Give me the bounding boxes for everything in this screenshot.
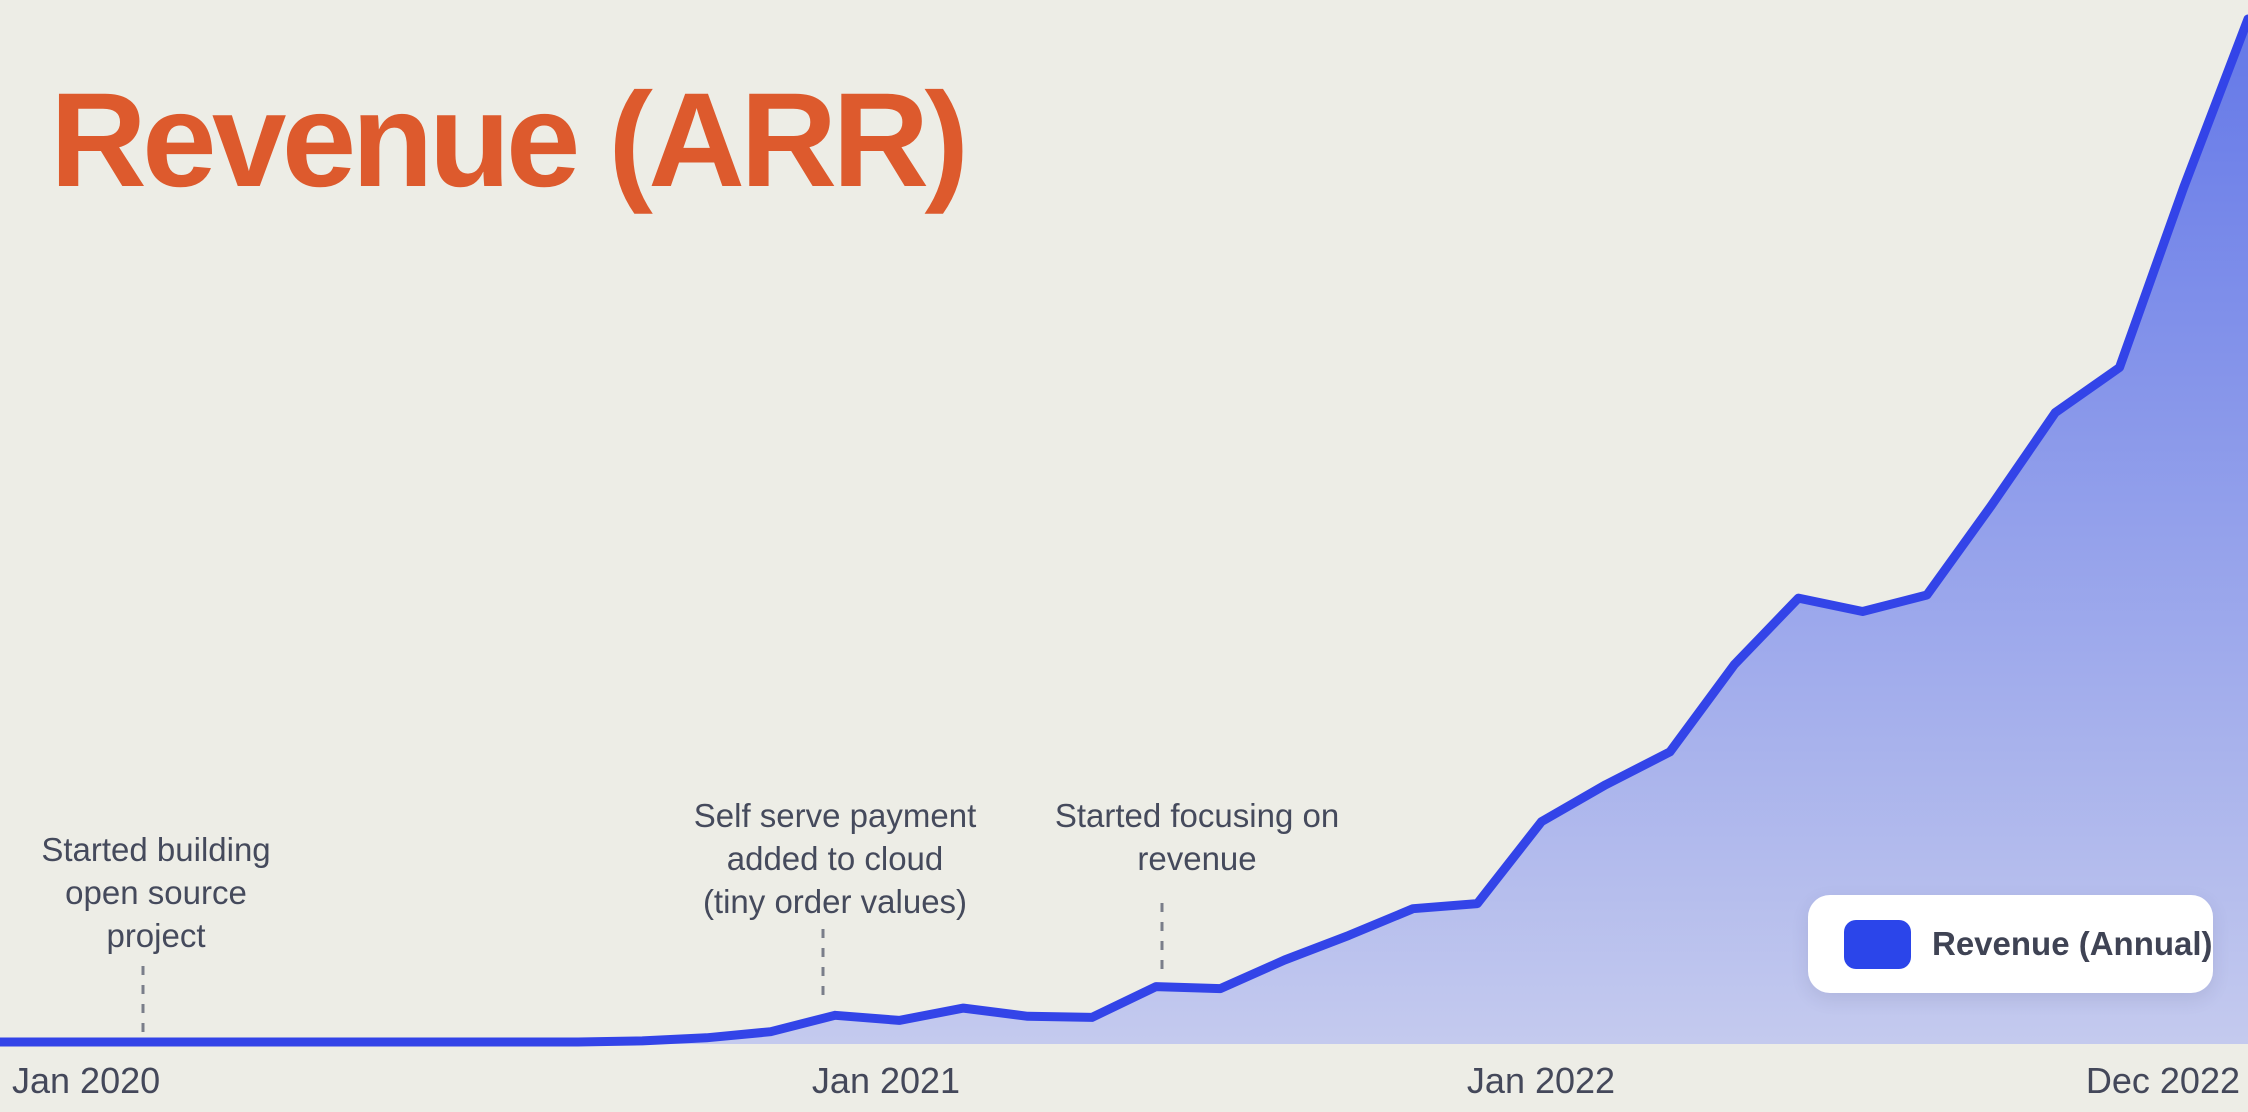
x-tick-jan-2022: Jan 2022	[1466, 1060, 1616, 1101]
x-tick-dec-2022: Dec 2022	[2085, 1060, 2240, 1101]
page-title: Revenue (ARR)	[50, 66, 969, 215]
annotation-self-serve: Self serve payment added to cloud (tiny …	[693, 797, 977, 920]
annotation-focus-revenue: Started focusing on revenue	[1054, 797, 1340, 877]
legend-swatch-icon	[1844, 919, 1911, 969]
x-tick-jan-2021: Jan 2021	[811, 1060, 961, 1101]
revenue-line	[0, 14, 2248, 1047]
legend: Revenue (Annual)	[1808, 895, 2213, 993]
x-tick-jan-2020: Jan 2020	[12, 1060, 161, 1101]
legend-label: Revenue (Annual)	[1932, 925, 2213, 962]
annotation-open-source: Started building open source project	[41, 831, 271, 954]
revenue-area-fill	[0, 19, 2248, 1044]
